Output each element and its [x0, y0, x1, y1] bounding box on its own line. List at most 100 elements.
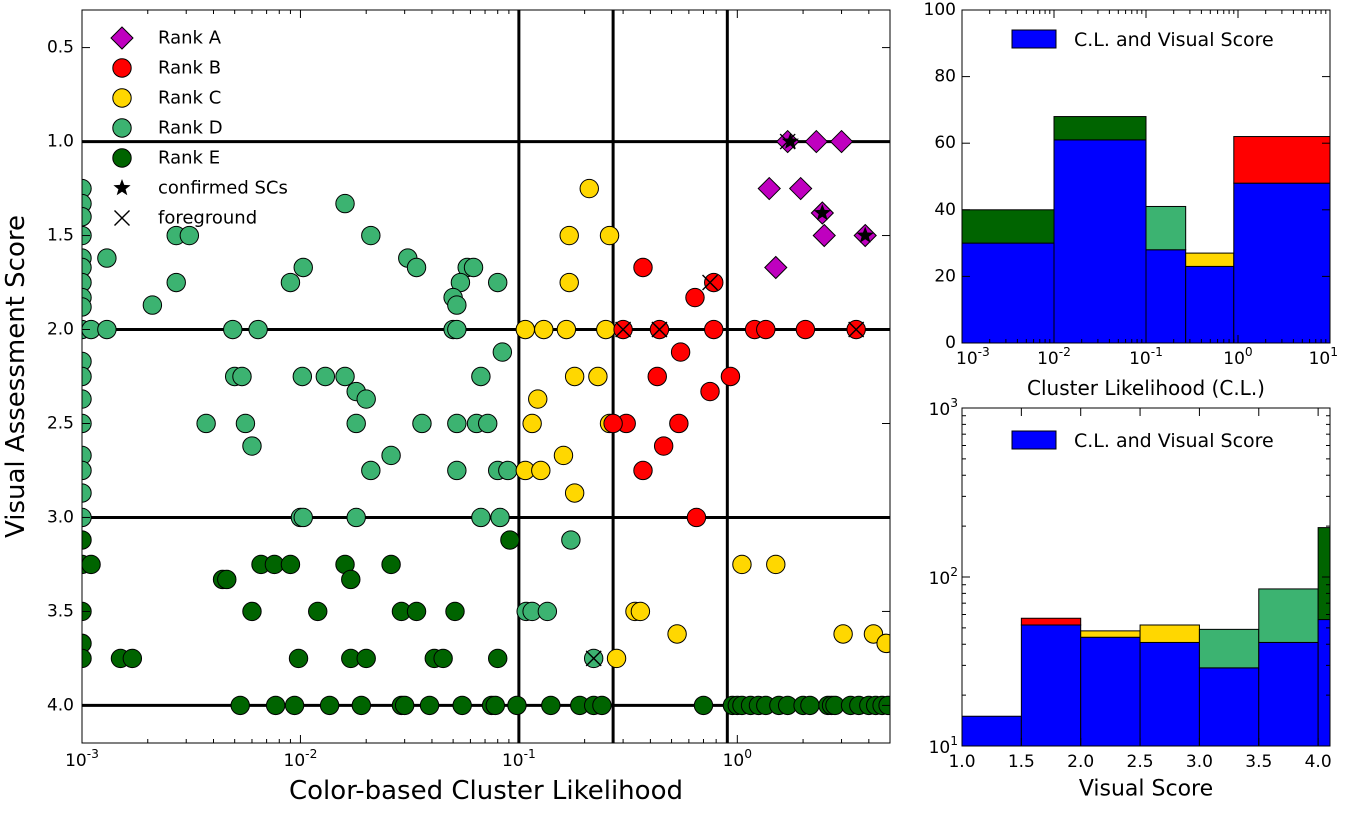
rank-d-point	[346, 413, 366, 434]
rank-d-point	[406, 257, 427, 278]
cl-x-tick-label: 10-3	[956, 345, 990, 369]
rank-d-point	[280, 272, 301, 293]
y-tick-label: 2.0	[47, 320, 74, 340]
cl-bar	[1053, 139, 1147, 344]
rank-b-point	[704, 319, 724, 340]
vs-legend-label: C.L. and Visual Score	[1074, 430, 1274, 452]
vs-x-tick-label: 2.5	[1127, 752, 1154, 772]
vs-x-tick-label: 2.0	[1067, 752, 1094, 772]
rank-d-point	[447, 295, 467, 315]
rank-c-point	[766, 554, 786, 575]
rank-e-point	[394, 695, 415, 716]
foreground-marker	[702, 274, 719, 291]
y-tick-label: 3.0	[47, 507, 74, 527]
cl-bar	[1185, 265, 1235, 344]
vs-x-tick-label: 3.0	[1186, 752, 1213, 772]
cl-y-tick-label: 40	[934, 200, 956, 220]
rank-b-point	[633, 460, 653, 481]
scatter-panel: 10-3 10-2 10-1 100 0.5 1.0 1.5 2.0 2.5 3.0 3.5 4.0 C…	[1, 9, 891, 806]
rank-d-point	[356, 389, 376, 409]
rank-d-point	[232, 366, 252, 387]
y-tick-label: 1.0	[47, 132, 74, 152]
rank-c-point	[556, 319, 577, 340]
rank-d-point	[166, 272, 186, 293]
rank-e-point	[284, 695, 305, 716]
cl-y-tick-label: 100	[924, 0, 956, 20]
rank-d-point	[492, 342, 513, 362]
foreground-marker	[848, 321, 865, 338]
y-tick-label: 0.5	[47, 38, 74, 58]
rank-d-point	[248, 319, 268, 340]
rank-d-point	[97, 319, 117, 340]
rank-c-point	[732, 554, 752, 575]
foreground-marker-stroke	[702, 274, 719, 291]
rank-d-point	[293, 257, 313, 278]
legend-foreground-icon	[114, 210, 130, 226]
vs-bar	[1317, 619, 1330, 746]
y-tick-label: 4.0	[47, 695, 74, 715]
rank-c-point	[559, 225, 579, 246]
vs-plot-area	[962, 527, 1330, 746]
foreground-marker	[585, 650, 602, 667]
rank-c-point	[564, 483, 585, 503]
rank-e-point	[82, 554, 101, 575]
rank-c-point	[534, 319, 554, 340]
foreground-marker-stroke	[848, 321, 865, 338]
cl-x-tick-label: 101	[1309, 345, 1338, 369]
rank-e-point	[693, 695, 714, 716]
rank-a-point	[788, 176, 813, 201]
rank-d-point	[537, 601, 558, 622]
vs-bar	[1080, 636, 1141, 746]
foreground-marker-stroke	[779, 133, 796, 150]
rank-d-point	[97, 248, 117, 268]
legend-rank-d-label: Rank D	[158, 118, 223, 139]
rank-b-point	[756, 319, 776, 340]
y-tick-label: 3.5	[47, 601, 74, 621]
vs-bar-rank-segment	[1020, 617, 1082, 626]
rank-b-point	[653, 436, 674, 456]
rank-c-point	[667, 624, 687, 644]
rank-e-point	[507, 695, 527, 716]
cl-x-tick-label: 100	[1223, 345, 1252, 369]
rank-c-point	[606, 648, 627, 669]
rank-b-point	[686, 507, 707, 528]
vs-x-tick-label: 1.5	[1008, 752, 1035, 772]
vs-bar-rank-segment	[1080, 630, 1141, 638]
rank-e-point	[541, 695, 561, 716]
vs-legend-swatch	[1011, 430, 1057, 450]
scatter-plot-area	[82, 10, 890, 743]
vs-y-tick-label: 103	[929, 396, 958, 420]
rank-b-point	[700, 381, 720, 402]
rank-d-point	[471, 507, 491, 528]
rank-d-point	[361, 460, 381, 481]
rank-b-point	[704, 272, 724, 293]
rank-e-point	[419, 695, 440, 716]
rank-d-point	[335, 193, 355, 214]
vs-bar	[962, 715, 1022, 746]
confirmed-sc-marker	[813, 204, 831, 221]
cl-bar-rank-segment	[1185, 252, 1235, 267]
rank-d-point	[196, 413, 216, 434]
legend-confirmed-scs-label: confirmed SCs	[158, 178, 288, 199]
rank-d-point	[381, 445, 401, 466]
y-axis-label: Visual Assessment Score	[1, 215, 31, 538]
rank-d-point	[293, 507, 313, 528]
rank-c-point	[599, 225, 620, 246]
rank-e-point	[308, 601, 328, 622]
rank-e-point	[433, 648, 453, 669]
rank-d-point	[361, 225, 381, 246]
rank-b-point	[633, 257, 653, 278]
cl-bar-rank-segment	[1145, 205, 1187, 251]
rank-c-point	[579, 178, 599, 199]
rank-d-point	[463, 257, 484, 278]
cl-y-tick-label: 60	[934, 133, 956, 153]
rank-d-point	[242, 436, 262, 456]
vs-bar	[1020, 624, 1082, 746]
y-tick-label: 1.5	[47, 226, 74, 246]
rank-e-point	[341, 569, 361, 590]
rank-c-point	[559, 272, 579, 293]
legend-foreground-label: foreground	[158, 208, 257, 229]
vs-bar	[1258, 641, 1319, 746]
